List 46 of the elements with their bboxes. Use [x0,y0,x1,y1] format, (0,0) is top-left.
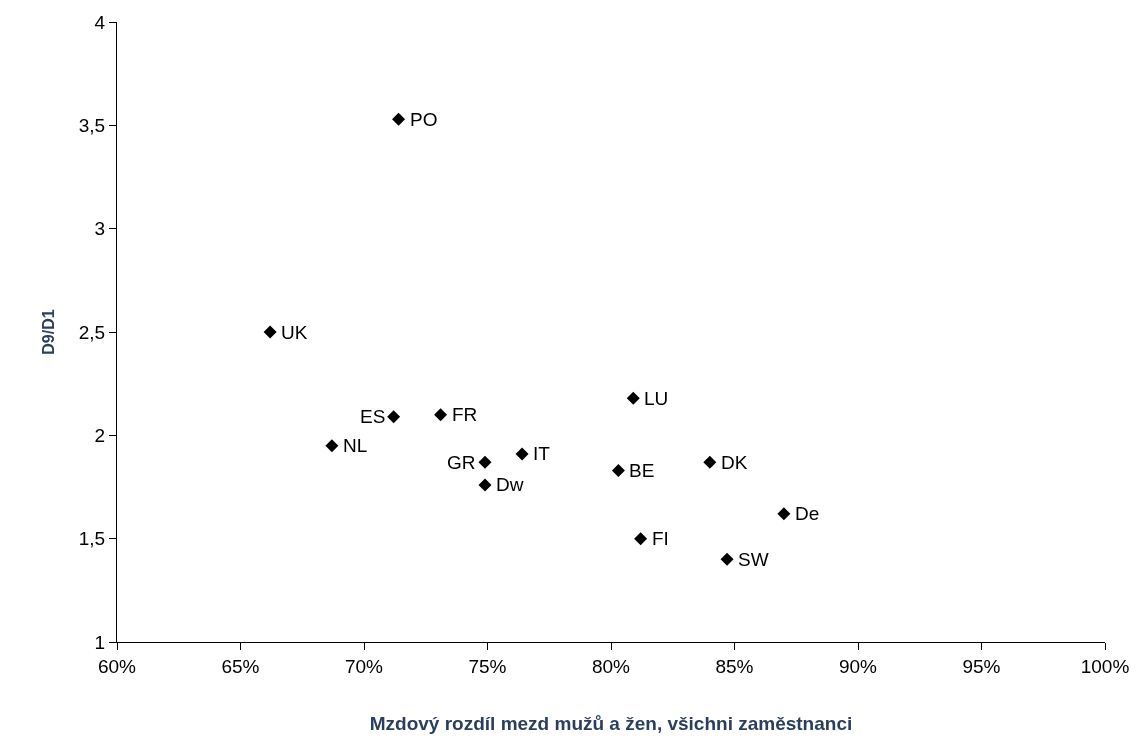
point [263,325,277,339]
point [478,455,492,469]
x-tick-label: 85% [715,655,754,677]
annotation: ES [360,406,386,427]
x-tick-label: 100% [1080,655,1130,677]
annotation: UK [281,322,308,343]
x-axis-title: Mzdový rozdíl mezd mužů a žen, všichni zaměstnanci [369,712,853,734]
y-tick-label: 3,5 [78,114,106,136]
point [777,507,791,521]
x-tick-label: 65% [221,655,260,677]
x-tick-label: 60% [97,655,137,677]
annotation: NL [343,435,368,456]
annotation: LU [644,388,669,409]
annotation: DK [721,452,748,473]
y-tick-label: 1 [94,631,106,653]
point [703,455,717,469]
point [515,447,529,461]
x-tick-label: 75% [468,655,507,677]
y-axis-title: D9/D1 [39,309,57,355]
annotation: Dw [496,474,524,495]
y-tick-label: 2,5 [78,321,106,343]
point [434,408,448,422]
point [387,410,401,424]
point [720,552,734,566]
x-tick-label: 90% [838,655,878,677]
x-tick-label: 95% [962,655,1001,677]
annotation: FI [652,528,669,549]
annotation: SW [738,549,769,570]
annotation: IT [533,443,551,464]
y-tick-label: 4 [94,11,106,33]
x-tick-label: 70% [344,655,384,677]
annotation: FR [452,404,478,425]
annotation: GR [447,452,476,473]
y-tick-label: 3 [94,218,106,240]
point [478,478,492,492]
point [392,112,406,126]
point [634,532,648,546]
annotation: PO [410,109,438,130]
x-tick-label: 80% [591,655,631,677]
annotation: BE [629,460,655,481]
y-tick-label: 2 [94,424,106,446]
y-tick-label: 1,5 [78,528,106,550]
point [611,463,625,477]
point [626,391,640,405]
annotation: De [795,503,820,524]
point [325,439,339,453]
